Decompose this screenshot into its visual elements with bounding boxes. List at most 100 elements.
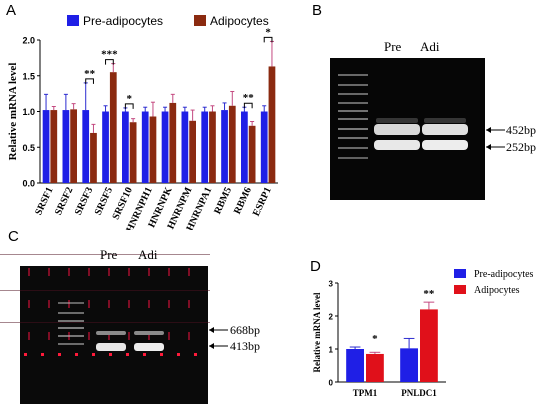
gel-c-dot xyxy=(92,353,95,356)
significance-bracket xyxy=(263,36,273,43)
bar-adi xyxy=(149,116,157,183)
gel-c-dot xyxy=(24,353,27,356)
legend-swatch-pre xyxy=(454,269,466,278)
significance-label: * xyxy=(265,26,271,38)
bar-adi xyxy=(90,132,97,183)
gel-c-band-label-upper: 668bp xyxy=(230,323,260,337)
significance-label: *** xyxy=(101,49,118,61)
bar-pre xyxy=(201,111,209,183)
bar-pre xyxy=(141,111,149,183)
y-tick-label: 0 xyxy=(329,379,334,388)
bar-adi xyxy=(248,125,256,183)
gel-c-stripe xyxy=(148,332,150,340)
gel-c-stripe xyxy=(28,300,30,308)
panel-letter-a: A xyxy=(6,2,17,19)
legend-label-adi: Adipocytes xyxy=(210,14,269,28)
gel-c-pre-band-upper xyxy=(96,331,126,335)
bar-adi xyxy=(129,122,137,183)
gel-c-stripe xyxy=(48,332,50,340)
category-label: TPM1 xyxy=(353,388,378,398)
bar-pre xyxy=(42,110,50,183)
gel-b-lane-pre: Pre xyxy=(384,39,402,54)
gel-c-stripe xyxy=(88,268,90,276)
y-tick-label: 1.5 xyxy=(22,71,35,81)
gel-c-dot xyxy=(75,353,78,356)
gel-c-stripe xyxy=(188,268,190,276)
gel-c-stripe xyxy=(108,300,110,308)
bar-pre xyxy=(221,110,228,183)
significance-label: ** xyxy=(84,68,96,80)
gel-c-stripe xyxy=(168,300,170,308)
gel-c-stripe xyxy=(68,268,70,276)
bar-pre xyxy=(82,110,90,183)
legend-swatch-adi xyxy=(194,15,206,26)
legend-label-pre: Pre-adipocytes xyxy=(474,269,534,280)
gel-c-stripe xyxy=(128,300,130,308)
gel-b-band-label-upper: 452bp xyxy=(506,123,536,137)
significance-bracket xyxy=(85,78,94,84)
gel-c-stripe xyxy=(128,268,130,276)
bar-adi xyxy=(420,309,438,382)
bar-adi xyxy=(268,66,276,183)
gel-b-adi-band-lower xyxy=(422,140,468,150)
gel-c-ladder xyxy=(58,302,84,345)
bar-pre xyxy=(241,111,248,183)
gel-c: Pre Adi 668bp 413bp xyxy=(0,247,260,404)
gel-c-dot xyxy=(126,353,129,356)
bar-adi xyxy=(366,353,384,382)
y-axis-label: Relative mRNA level xyxy=(312,292,322,372)
gel-c-dot xyxy=(58,353,61,356)
gel-c-band-label-lower: 413bp xyxy=(230,339,260,353)
gel-b-band-label-lower: 252bp xyxy=(506,140,536,154)
significance-label: ** xyxy=(243,92,255,104)
bar-pre xyxy=(181,111,189,183)
gel-c-stripe xyxy=(88,332,90,340)
gel-c-stripe xyxy=(28,268,30,276)
gel-c-pre-band-lower xyxy=(96,343,126,351)
y-tick-label: 3 xyxy=(329,280,334,289)
bar-adi xyxy=(109,72,117,183)
bar-adi xyxy=(209,111,216,183)
legend-swatch-adi xyxy=(454,285,466,294)
category-label: RBM5 xyxy=(212,186,234,216)
y-tick-label: 2 xyxy=(329,313,334,322)
bar-pre xyxy=(260,111,268,183)
gel-c-stripe xyxy=(148,268,150,276)
gel-b-pre-band-upper xyxy=(374,124,420,135)
gel-b-lane-adi: Adi xyxy=(420,39,440,54)
gel-c-dot xyxy=(41,353,44,356)
gel-c-lane-adi: Adi xyxy=(138,247,158,262)
bar-adi xyxy=(169,102,177,183)
y-tick-label: 1 xyxy=(329,346,334,355)
gel-c-stripe xyxy=(168,332,170,340)
category-label: ESRP1 xyxy=(251,186,274,218)
gel-c-dot xyxy=(194,353,197,356)
gel-c-stripe xyxy=(48,268,50,276)
gel-c-adi-band-upper xyxy=(134,331,164,335)
gel-b: Pre Adi 452bp 252bp xyxy=(330,39,536,200)
gel-c-stripe xyxy=(128,332,130,340)
y-tick-label: 0.5 xyxy=(22,143,35,153)
gel-b-adi-band-upper xyxy=(422,124,468,135)
significance-label: * xyxy=(127,93,133,105)
bar-pre xyxy=(400,348,418,382)
gel-b-ladder xyxy=(338,74,368,159)
gel-c-dot xyxy=(143,353,146,356)
bar-pre xyxy=(161,111,169,183)
gel-b-pre-band-lower xyxy=(374,140,420,150)
gel-c-stripe xyxy=(108,268,110,276)
gel-c-lane-pre: Pre xyxy=(100,247,118,262)
panel-letter-d: D xyxy=(310,258,321,275)
y-tick-label: 1.0 xyxy=(22,107,35,117)
significance-label: ** xyxy=(423,288,435,300)
legend-label-adi: Adipocytes xyxy=(474,285,520,296)
gel-c-stripe xyxy=(188,332,190,340)
gel-c-stripe xyxy=(168,268,170,276)
gel-c-artifacts xyxy=(0,254,210,323)
legend-swatch-pre xyxy=(67,15,79,26)
gel-c-stripe xyxy=(148,300,150,308)
gel-c-dot xyxy=(109,353,112,356)
panel-letter-b: B xyxy=(312,2,323,19)
